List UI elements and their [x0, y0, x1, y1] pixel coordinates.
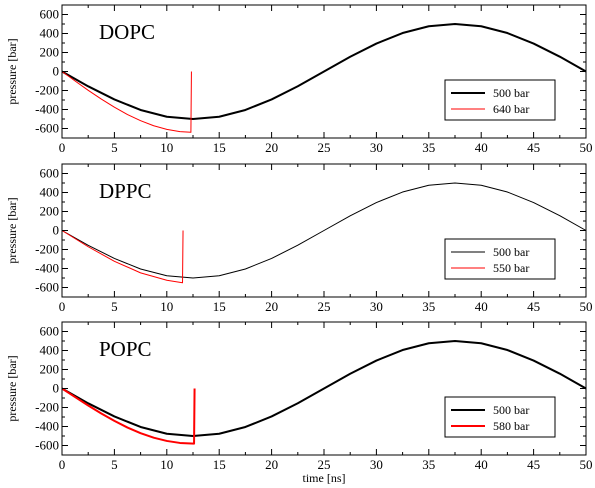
panel-3-x-tick-label: 10 [160, 457, 173, 472]
panel-2-x-tick-label: 35 [422, 299, 435, 314]
panel-2-x-tick-label: 30 [370, 299, 383, 314]
panel-1-x-tick-label: 45 [527, 140, 540, 155]
panel-1-y-tick-label: -200 [35, 83, 59, 98]
panel-3-x-tick-label: 15 [213, 457, 226, 472]
panel-2-series-2-line [61, 230, 184, 284]
panel-2-legend-label-2: 550 bar [493, 261, 529, 275]
panel-3-y-tick-label: -600 [35, 438, 59, 453]
panel-3-x-tick-label: 5 [111, 457, 118, 472]
panel-3-y-tick-label: 600 [40, 324, 60, 339]
panel-2-y-tick-label: 200 [40, 204, 60, 219]
panel-1-x-tick-label: 50 [580, 140, 593, 155]
panel-3-x-tick-label: 45 [527, 457, 540, 472]
panel-1-x-tick-label: 25 [318, 140, 331, 155]
panel-1-x-tick-label: 30 [370, 140, 383, 155]
panel-3-y-tick-label: 400 [40, 343, 60, 358]
panel-1-series-2-line [61, 71, 192, 133]
panel-3-x-tick-label: 50 [580, 457, 593, 472]
panel-3-y-tick-label: -200 [35, 400, 59, 415]
panel-1-x-tick-label: 10 [160, 140, 173, 155]
panel-2-y-tick-label: -200 [35, 242, 59, 257]
panel-1-y-tick-label: 0 [53, 64, 60, 79]
panel-1-series-1-line [61, 23, 587, 120]
panel-1-y-axis-label: pressure [bar] [5, 38, 19, 104]
panel-3-x-tick-label: 20 [265, 457, 278, 472]
panel-3-series-1-line [61, 340, 587, 437]
panel-2-x-tick-label: 10 [160, 299, 173, 314]
panel-1-y-tick-label: 400 [40, 26, 60, 41]
panel-2-x-tick-label: 5 [111, 299, 118, 314]
panel-3-legend-box [444, 396, 556, 438]
panel-3-title: POPC [99, 337, 152, 361]
panel-1-x-tick-label: 40 [475, 140, 488, 155]
panel-2-y-tick-label: 600 [40, 166, 60, 181]
panel-2-x-tick-label: 45 [527, 299, 540, 314]
panel-1-x-tick-label: 20 [265, 140, 278, 155]
panel-3-series-2-line [61, 387, 196, 445]
panel-2-x-tick-label: 40 [475, 299, 488, 314]
panel-3-x-tick-label: 40 [475, 457, 488, 472]
panel-2-y-tick-label: 0 [53, 223, 60, 238]
panel-3-x-tick-label: 25 [318, 457, 331, 472]
panel-2-y-tick-label: 400 [40, 185, 60, 200]
panel-1-y-tick-label: -400 [35, 102, 59, 117]
panel-2-x-tick-label: 25 [318, 299, 331, 314]
panel-3-x-axis-label: time [ns] [303, 471, 346, 485]
panel-3-x-tick-label: 30 [370, 457, 383, 472]
panel-2-y-tick-label: -600 [35, 280, 59, 295]
panel-1-x-tick-label: 15 [213, 140, 226, 155]
panel-1-y-tick-label: 600 [40, 7, 60, 22]
panel-1-title: DOPC [99, 20, 155, 44]
panel-1-x-tick-label: 5 [111, 140, 118, 155]
panel-3-legend-label-1: 500 bar [493, 403, 529, 417]
panel-3-y-tick-label: 0 [53, 381, 60, 396]
panel-2-series-1-line [61, 182, 587, 279]
panel-2-y-tick-label: -400 [35, 261, 59, 276]
panel-1-y-tick-label: 200 [40, 45, 60, 60]
panel-2-y-axis-label: pressure [bar] [5, 197, 19, 263]
panel-3-y-axis-label: pressure [bar] [5, 355, 19, 421]
panel-1-legend-box [444, 79, 556, 121]
panel-2-title: DPPC [99, 179, 152, 203]
panel-2-x-tick-label: 20 [265, 299, 278, 314]
panel-2-x-tick-label: 15 [213, 299, 226, 314]
panel-1-x-tick-label: 0 [59, 140, 66, 155]
panel-3: 0 5 10 15 20 25 30 35 40 45 50 -600 -400 -200 0 200 400 6… [5, 321, 593, 485]
panel-1-x-tick-label: 35 [422, 140, 435, 155]
panel-2-x-tick-label: 0 [59, 299, 66, 314]
panel-3-x-tick-label: 0 [59, 457, 66, 472]
panel-1-y-tick-label: -600 [35, 121, 59, 136]
panel-1-legend-label-1: 500 bar [493, 86, 529, 100]
panel-3-x-tick-label: 35 [422, 457, 435, 472]
panel-3-legend-label-2: 580 bar [493, 419, 529, 433]
panel-2-legend-box [444, 238, 556, 280]
panel-2-legend-label-1: 500 bar [493, 245, 529, 259]
panel-3-y-tick-label: 200 [40, 362, 60, 377]
panel-2: 0 5 10 15 20 25 30 35 40 45 50 -600 -400 -200 0 200 400 6… [5, 163, 593, 314]
panel-3-y-tick-label: -400 [35, 419, 59, 434]
panel-1-legend-label-2: 640 bar [493, 102, 529, 116]
panel-1: 0 5 10 15 20 25 30 35 40 45 50 -600 -400 -200 0 200 400 6… [5, 4, 593, 155]
panel-2-x-tick-label: 50 [580, 299, 593, 314]
